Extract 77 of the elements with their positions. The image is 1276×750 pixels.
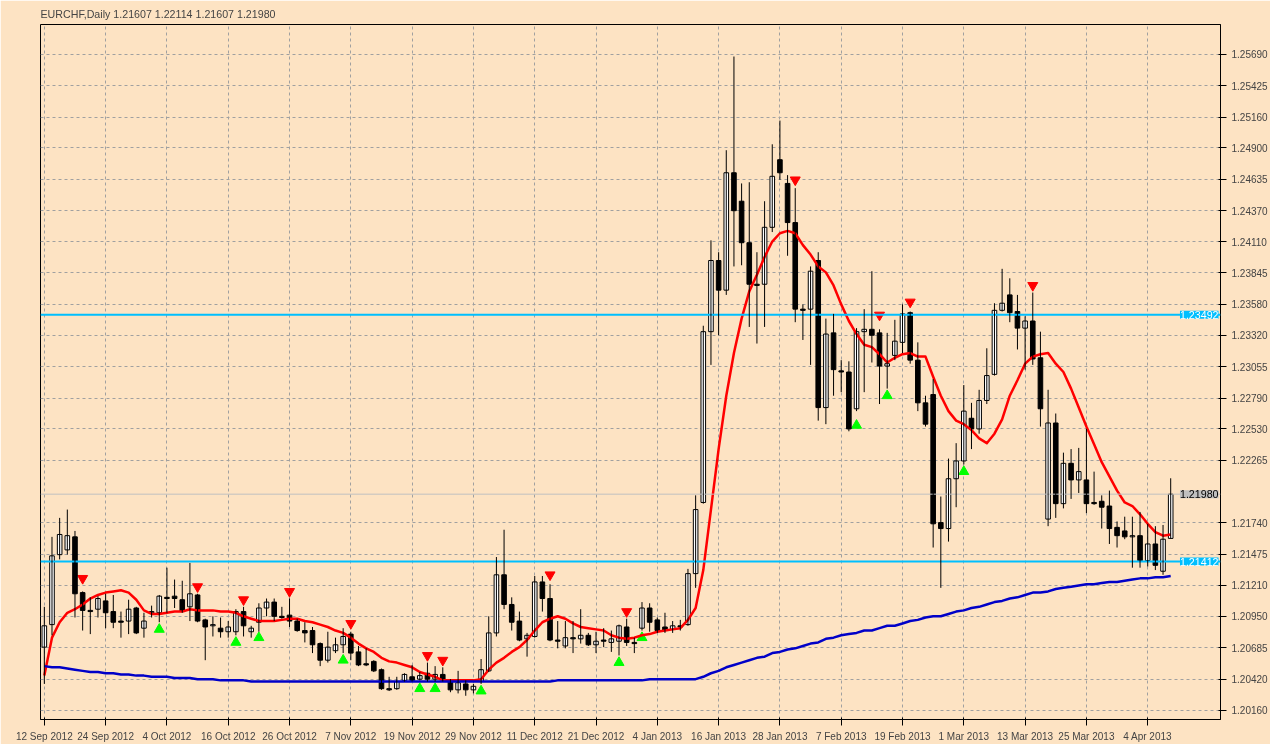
candlestick bbox=[984, 347, 990, 405]
y-tick-label: 1.24635 bbox=[1231, 174, 1269, 186]
x-tick-label: 26 Oct 2012 bbox=[262, 730, 318, 742]
x-tick-label: 28 Jan 2013 bbox=[752, 730, 808, 742]
y-tick-label: 1.24370 bbox=[1231, 205, 1269, 217]
y-tick-label: 1.23320 bbox=[1231, 330, 1269, 342]
point bbox=[153, 623, 165, 633]
point bbox=[851, 419, 863, 429]
x-tick-label: 4 Oct 2012 bbox=[142, 730, 192, 742]
point bbox=[789, 176, 801, 187]
x-tick-label: 16 Jan 2013 bbox=[691, 730, 747, 742]
point bbox=[253, 631, 265, 642]
candlestick bbox=[317, 641, 323, 667]
x-tick-label: 7 Nov 2012 bbox=[325, 730, 377, 742]
candlestick bbox=[371, 659, 377, 673]
candlestick bbox=[884, 332, 890, 390]
candlestick bbox=[570, 620, 576, 654]
x-tick-label: 1 Mar 2013 bbox=[938, 730, 990, 742]
candlestick bbox=[800, 303, 806, 341]
point bbox=[414, 682, 426, 693]
x-tick-label: 24 Sep 2012 bbox=[77, 730, 135, 742]
point bbox=[192, 583, 204, 593]
y-tick-label: 1.21740 bbox=[1231, 517, 1269, 529]
x-tick-label: 4 Apr 2013 bbox=[1123, 730, 1173, 742]
chart-title: EURCHF,Daily 1.21607 1.22114 1.21607 1.21980 bbox=[40, 7, 276, 20]
y-tick-label: 1.23580 bbox=[1231, 299, 1269, 311]
point bbox=[881, 389, 893, 400]
x-tick-label: 16 Oct 2012 bbox=[200, 730, 256, 742]
x-tick-label: 25 Mar 2013 bbox=[1058, 730, 1115, 742]
candlestick bbox=[87, 596, 94, 635]
point bbox=[1027, 282, 1039, 292]
x-tick-label: 7 Feb 2013 bbox=[815, 730, 867, 742]
y-tick-label: 1.23055 bbox=[1231, 361, 1269, 373]
y-tick-label: 1.25690 bbox=[1231, 49, 1269, 61]
x-tick-label: 11 Dec 2012 bbox=[506, 730, 564, 742]
candlestick bbox=[838, 359, 845, 393]
candlestick bbox=[1075, 447, 1082, 494]
x-tick-label: 19 Nov 2012 bbox=[383, 730, 441, 742]
y-tick-label: 1.20420 bbox=[1231, 674, 1269, 686]
x-tick-label: 4 Jan 2013 bbox=[632, 730, 683, 742]
candlestick bbox=[294, 618, 300, 633]
x-tick-label: 19 Feb 2013 bbox=[874, 730, 932, 742]
x-tick-label: 12 Sep 2012 bbox=[15, 730, 74, 742]
ref-line-label: 1.23492 bbox=[1179, 308, 1219, 321]
y-tick-label: 1.22530 bbox=[1231, 423, 1269, 435]
point bbox=[429, 682, 441, 693]
candlestick bbox=[493, 556, 500, 637]
x-tick-label: 13 Mar 2013 bbox=[997, 730, 1054, 742]
x-tick-label: 21 Dec 2012 bbox=[567, 730, 625, 742]
y-tick-label: 1.22790 bbox=[1231, 393, 1269, 405]
candlestick bbox=[271, 598, 277, 622]
y-tick-label: 1.20160 bbox=[1231, 705, 1269, 717]
point bbox=[337, 653, 349, 664]
point bbox=[230, 636, 242, 646]
point bbox=[238, 596, 250, 606]
candlestick bbox=[363, 647, 369, 667]
y-tick-label: 1.21475 bbox=[1231, 549, 1269, 561]
point bbox=[475, 684, 487, 695]
point bbox=[958, 465, 970, 476]
point bbox=[904, 298, 916, 309]
point bbox=[613, 656, 625, 666]
ref-line-label: 1.21980 bbox=[1179, 488, 1219, 501]
y-tick-label: 1.23845 bbox=[1231, 267, 1269, 279]
candlestick bbox=[118, 611, 124, 639]
y-tick-label: 1.21210 bbox=[1231, 580, 1269, 592]
candlestick bbox=[938, 496, 944, 589]
y-tick-label: 1.24110 bbox=[1231, 236, 1268, 248]
point bbox=[77, 574, 89, 585]
ref-line-label: 1.21412 bbox=[1179, 555, 1219, 568]
y-tick-label: 1.20950 bbox=[1231, 611, 1269, 623]
y-tick-label: 1.25425 bbox=[1231, 80, 1269, 92]
x-tick-label: 29 Nov 2012 bbox=[445, 730, 503, 742]
y-tick-label: 1.22265 bbox=[1231, 455, 1269, 467]
y-tick-label: 1.25160 bbox=[1231, 112, 1269, 124]
y-tick-label: 1.24900 bbox=[1231, 142, 1269, 154]
y-tick-label: 1.20685 bbox=[1231, 642, 1269, 654]
candlestick bbox=[830, 313, 837, 397]
